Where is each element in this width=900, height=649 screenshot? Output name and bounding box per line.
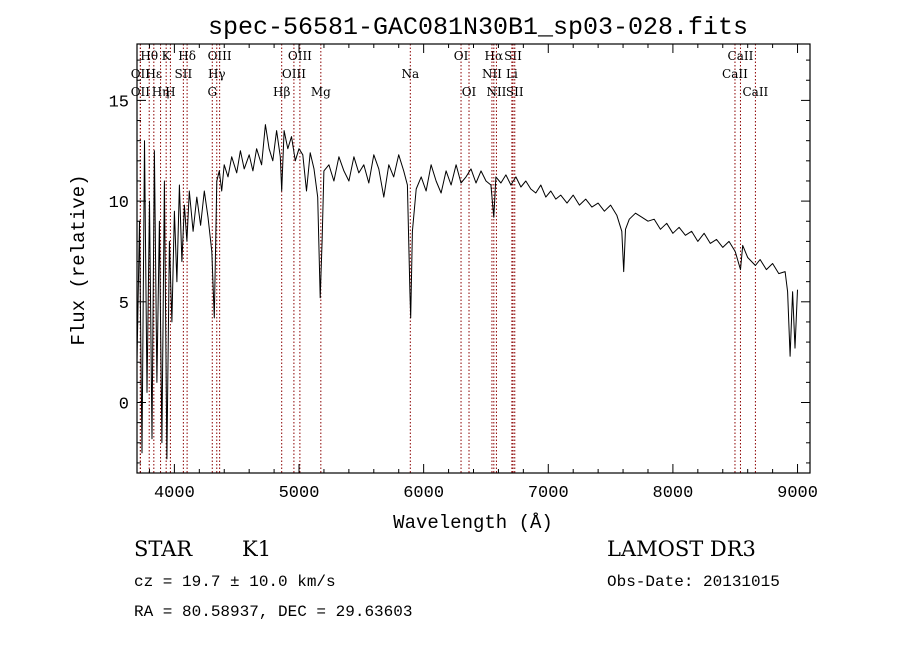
- line-marker-label-3: Hε: [145, 67, 162, 81]
- y-tick-label-1: 5: [119, 295, 129, 314]
- line-marker-label-22: SII: [504, 49, 522, 63]
- y-tick-label-0: 0: [119, 396, 129, 415]
- spectrum-series: [136, 124, 798, 460]
- line-marker-label-18: OI: [462, 85, 477, 99]
- line-marker-label-12: Hβ: [273, 85, 290, 99]
- x-tick-label-0: 4000: [154, 484, 195, 503]
- chart-title: spec-56581-GAC081N30B1_sp03-028.fits: [208, 13, 748, 42]
- line-marker-label-26: CaII: [722, 67, 748, 81]
- line-marker-label-6: H: [165, 85, 175, 99]
- line-marker-label-5: K: [162, 49, 172, 63]
- y-axis: 0 5 10 15: [109, 59, 810, 464]
- line-marker-label-27: CaII: [742, 85, 768, 99]
- line-marker-label-23: Li: [506, 67, 518, 81]
- line-marker-label-17: OI: [454, 49, 469, 63]
- x-tick-label-1: 5000: [279, 484, 320, 503]
- line-marker-label-0: Hθ: [140, 49, 158, 63]
- x-tick-label-4: 8000: [653, 484, 694, 503]
- line-marker-label-21: NII: [486, 85, 506, 99]
- spectrum-line-0: [136, 124, 798, 460]
- line-marker-label-10: Hγ: [208, 67, 226, 81]
- y-tick-label-2: 10: [109, 194, 129, 213]
- line-marker-label-13: OIII: [282, 67, 306, 81]
- survey-label: LAMOST DR3: [607, 537, 756, 561]
- redshift-readout: cz = 19.7 ± 10.0 km/s: [134, 573, 336, 591]
- line-marker-label-16: Na: [401, 67, 419, 81]
- line-marker-label-2: OII: [131, 85, 151, 99]
- line-marker-label-11: G: [207, 85, 217, 99]
- object-subclass: K1: [242, 537, 272, 561]
- object-class: STAR: [134, 537, 193, 561]
- x-tick-label-3: 7000: [528, 484, 569, 503]
- plot-frame: [136, 43, 811, 474]
- y-tick-label-3: 15: [109, 93, 129, 112]
- x-tick-label-2: 6000: [403, 484, 444, 503]
- line-marker-label-25: CaII: [728, 49, 754, 63]
- y-axis-label: Flux (relative): [68, 174, 90, 345]
- line-marker-label-1: OII: [131, 67, 151, 81]
- observation-date: Obs-Date: 20131015: [607, 573, 780, 591]
- line-marker-label-14: OIII: [288, 49, 312, 63]
- line-marker-label-9: OIII: [208, 49, 232, 63]
- line-marker-label-7: SII: [175, 67, 193, 81]
- coordinates-readout: RA = 80.58937, DEC = 29.63603: [134, 603, 413, 621]
- x-axis-label: Wavelength (Å): [393, 512, 553, 534]
- x-tick-label-5: 9000: [777, 484, 818, 503]
- line-marker-label-24: SII: [506, 85, 524, 99]
- line-marker-label-8: Hδ: [178, 49, 196, 63]
- x-axis: 4000 5000 6000 7000 8000 9000: [148, 44, 818, 503]
- line-marker-label-15: Mg: [311, 85, 331, 99]
- line-marker-label-20: NII: [482, 67, 502, 81]
- line-marker-label-19: Hα: [485, 49, 504, 63]
- line-marker-label-4: Hη: [152, 85, 170, 99]
